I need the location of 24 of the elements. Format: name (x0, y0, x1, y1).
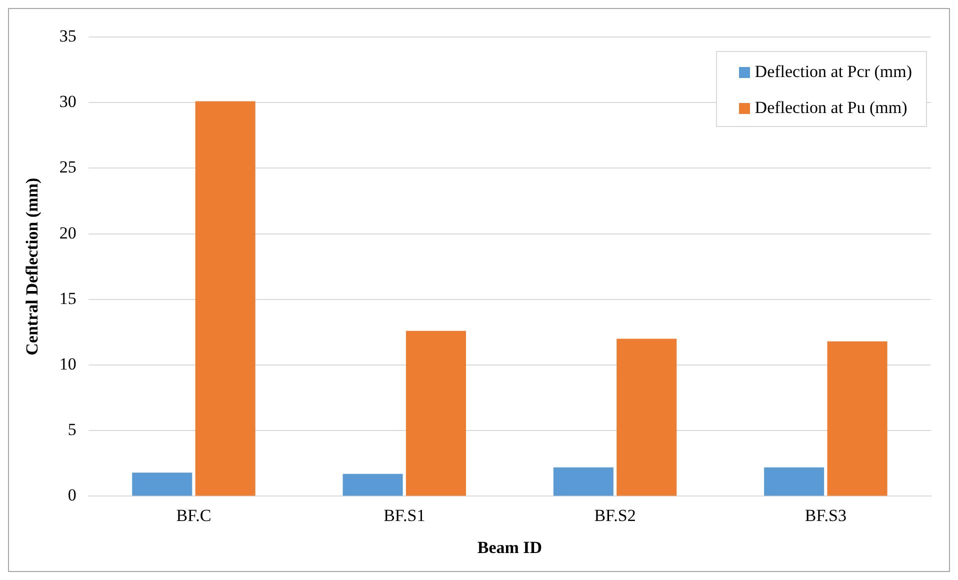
x-tick-label: BF.S1 (384, 506, 426, 525)
x-tick-label: BF.C (176, 506, 212, 525)
y-tick-label: 15 (59, 288, 76, 308)
bar (195, 101, 256, 496)
bar (764, 467, 824, 496)
legend-label: Deflection at Pcr (mm) (754, 62, 912, 82)
y-tick-label: 35 (59, 26, 76, 46)
y-tick-label: 20 (59, 223, 76, 242)
y-tick-label: 5 (68, 420, 76, 440)
bar (827, 341, 888, 496)
y-tick-label: 0 (68, 486, 76, 505)
bar (342, 474, 403, 496)
x-tick-label: BF.S2 (594, 506, 636, 525)
x-axis-title: Beam ID (477, 538, 542, 558)
bar (616, 338, 677, 496)
y-tick-label: 10 (59, 354, 76, 374)
bar (553, 467, 614, 496)
y-tick-label: 30 (59, 92, 76, 112)
bar (132, 472, 192, 496)
y-axis-title: Central Deflection (mm) (22, 178, 42, 356)
y-tick-label: 25 (59, 158, 76, 177)
x-tick-label: BF.S3 (804, 506, 846, 525)
bar (406, 330, 466, 496)
legend-label: Deflection at Pu (mm) (754, 98, 908, 118)
